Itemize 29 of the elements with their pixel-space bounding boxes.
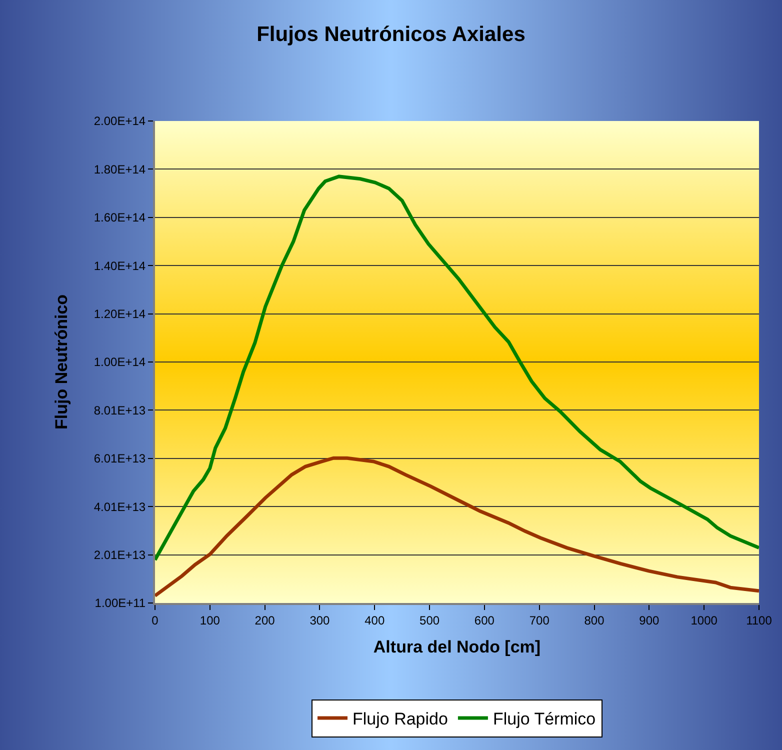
y-tick-label: 2.00E+14 bbox=[94, 114, 146, 128]
y-tick-label: 4.01E+13 bbox=[94, 500, 146, 514]
y-tick-label: 6.01E+13 bbox=[94, 452, 146, 466]
y-tick-label: 8.01E+13 bbox=[94, 403, 146, 418]
x-axis-title: Altura del Nodo [cm] bbox=[373, 637, 541, 656]
y-tick-label: 1.60E+14 bbox=[94, 210, 146, 225]
chart-title: Flujos Neutrónicos Axiales bbox=[256, 23, 526, 46]
x-tick-label: 800 bbox=[584, 613, 605, 628]
legend-label: Flujo Térmico bbox=[492, 710, 596, 729]
y-tick-label: 1.00E+14 bbox=[94, 355, 146, 370]
y-tick-label: 1.80E+14 bbox=[94, 162, 146, 176]
x-tick-label: 500 bbox=[420, 613, 440, 628]
x-tick-label: 0 bbox=[152, 613, 159, 628]
x-tick-label: 300 bbox=[310, 613, 330, 628]
x-tick-label: 600 bbox=[474, 613, 495, 628]
x-tick-label: 1000 bbox=[690, 613, 718, 628]
y-tick-label: 2.01E+13 bbox=[94, 548, 146, 562]
y-tick-label: 1.40E+14 bbox=[94, 258, 146, 273]
x-tick-label: 700 bbox=[529, 613, 550, 628]
line-series bbox=[155, 456, 759, 598]
legend-label: Flujo Rapido bbox=[352, 710, 448, 729]
y-tick-label: 1.00E+11 bbox=[94, 596, 146, 610]
y-axis-title: Flujo Neutrónico bbox=[52, 294, 71, 430]
x-tick-label: 100 bbox=[200, 613, 220, 628]
y-tick-label: 1.20E+14 bbox=[94, 307, 146, 321]
x-tick-label: 400 bbox=[364, 613, 385, 628]
x-tick-label: 900 bbox=[639, 613, 660, 628]
x-tick-label: 200 bbox=[254, 613, 276, 628]
x-tick-label: 1100 bbox=[746, 613, 772, 628]
